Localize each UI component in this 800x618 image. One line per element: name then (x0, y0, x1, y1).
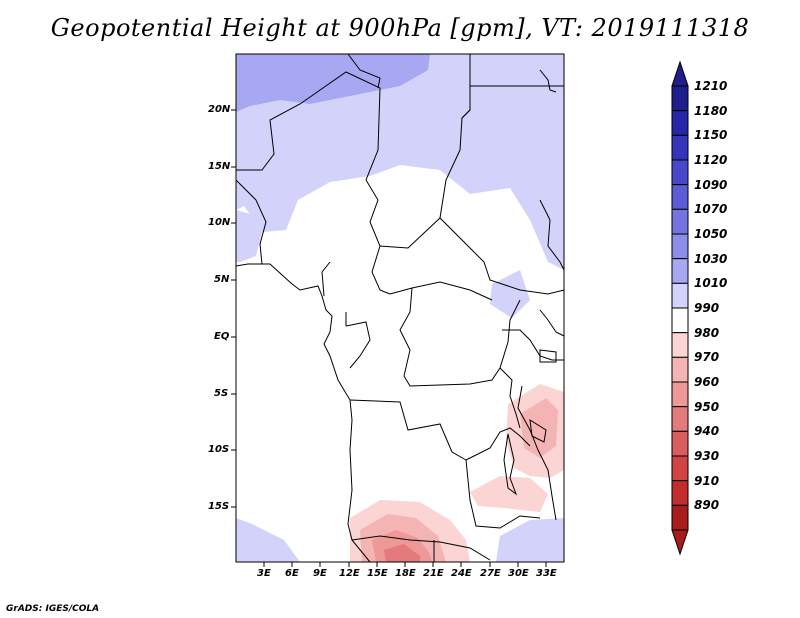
lon-label: 9E (313, 568, 327, 579)
red-shade-zambia (470, 476, 548, 512)
lat-label: 5N (214, 274, 230, 285)
blue-shade-north-darker (236, 54, 430, 112)
blue-shade-east-patch (490, 270, 530, 318)
lon-label: 6E (285, 568, 299, 579)
colorbar-swatch (671, 504, 689, 531)
grads-credit: GrADS: IGES/COLA (6, 604, 100, 614)
red-shade-kalahari-core (384, 544, 420, 562)
lat-label: EQ (214, 331, 230, 342)
lon-label: 15E (367, 568, 388, 579)
lat-label: 10S (208, 444, 230, 455)
colorbar-swatch (671, 332, 689, 358)
colorbar-swatch (671, 159, 689, 186)
colorbar-swatch (671, 381, 689, 408)
lat-label: 15S (208, 501, 230, 512)
lon-label: 30E (508, 568, 529, 579)
colorbar-swatch (671, 430, 689, 457)
colorbar-swatch (671, 110, 689, 136)
colorbar-level-label: 960 (694, 375, 720, 389)
lon-label: 21E (423, 568, 444, 579)
lon-label: 24E (451, 568, 472, 579)
colorbar-level-label: 970 (694, 350, 720, 365)
colorbar-level-label: 950 (694, 399, 720, 414)
colorbar-swatch (671, 406, 689, 432)
lat-label: 20N (208, 104, 231, 115)
map-title: Geopotential Height at 900hPa [gpm], VT:… (50, 14, 750, 42)
colorbar-swatch (671, 208, 689, 235)
lat-label: 10N (208, 217, 231, 228)
colorbar-swatch (671, 455, 689, 482)
colorbar-level-label: 1030 (694, 251, 728, 266)
lon-label: 3E (257, 568, 271, 579)
colorbar-level-label: 990 (694, 301, 720, 315)
lon-ticks (263, 562, 547, 567)
country-borders (235, 53, 565, 563)
colorbar-level-label: 1070 (694, 202, 728, 217)
colorbar-swatch (671, 356, 689, 383)
colorbar-swatch (671, 184, 689, 210)
colorbar-swatch (671, 258, 689, 284)
colorbar-swatch (671, 480, 689, 506)
colorbar-bottom-arrow (671, 529, 689, 556)
colorbar-level-label: 1050 (694, 227, 728, 241)
lat-label: 5S (214, 388, 229, 399)
colorbar-swatch (671, 134, 689, 161)
lat-label: 15N (208, 161, 231, 172)
colorbar-level-label: 940 (694, 424, 720, 439)
colorbar-level-label: 1090 (694, 177, 728, 192)
colorbar-swatch (671, 282, 689, 309)
colorbar-level-label: 910 (694, 473, 720, 488)
colorbar-level-label: 930 (694, 449, 720, 463)
lon-label: 12E (339, 568, 360, 579)
colorbar (671, 60, 689, 556)
lon-label: 18E (395, 568, 416, 579)
colorbar-level-label: 1150 (694, 128, 728, 143)
colorbar-level-label: 1120 (694, 153, 728, 167)
colorbar-level-label: 1180 (694, 103, 728, 118)
colorbar-swatch (671, 233, 689, 260)
colorbar-swatch (671, 85, 689, 112)
lon-label: 33E (536, 568, 557, 579)
lakes (503, 349, 557, 496)
red-shade-lake-inner (520, 398, 558, 458)
blue-shade-north (236, 54, 564, 270)
blue-shade-southeast (496, 518, 564, 562)
colorbar-level-label: 890 (694, 498, 720, 513)
lat-ticks (231, 109, 236, 508)
colorbar-top-arrow (671, 60, 689, 87)
colorbar-swatch (671, 307, 689, 334)
colorbar-level-label: 1010 (694, 276, 728, 291)
blue-shade-west-coast (236, 210, 262, 262)
colorbar-level-label: 980 (694, 325, 720, 340)
colorbar-level-label: 1210 (694, 79, 728, 93)
blue-shade-southwest (236, 518, 300, 562)
map-panel (235, 53, 565, 563)
lon-label: 27E (480, 568, 501, 579)
